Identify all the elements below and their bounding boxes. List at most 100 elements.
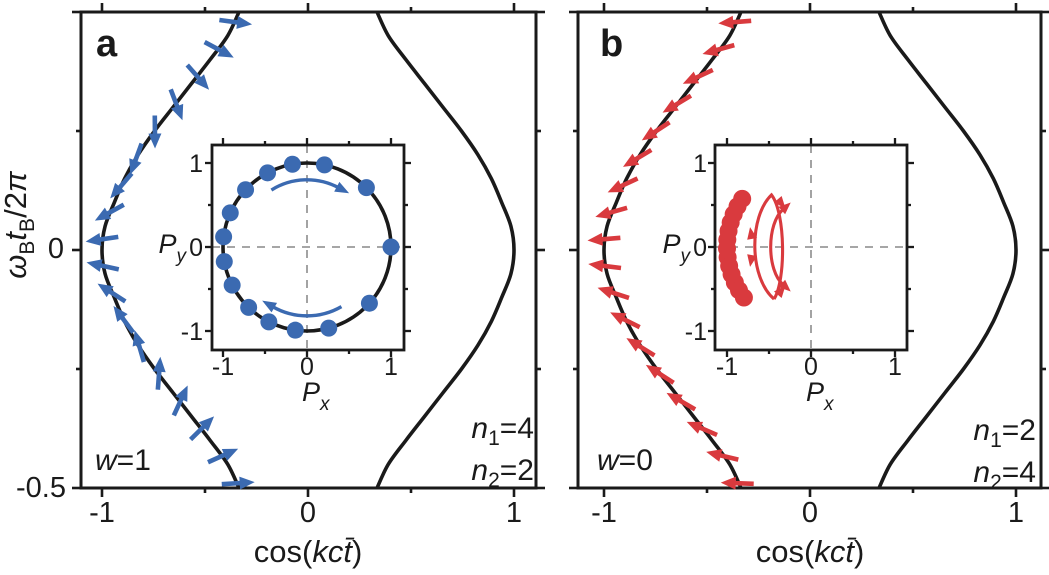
pseudospin-arrow-head <box>171 103 184 121</box>
x-title-kct-b: kct̄ <box>814 534 857 569</box>
pseudospin-arrow-shaft <box>717 452 739 462</box>
y-title-sub1: B <box>16 241 39 255</box>
pseudospin-arrow-head <box>152 356 166 373</box>
oscillation-arrow-head <box>747 227 758 240</box>
left-branch-curve <box>602 11 743 489</box>
pseudospin-dot <box>260 313 278 331</box>
pseudospin-dot <box>360 294 378 312</box>
n1-base-b: n <box>973 414 990 447</box>
x-title-kct: kct̄ <box>312 534 355 569</box>
pseudospin-arrow-shaft <box>692 67 714 81</box>
pseudospin-arrow-head <box>718 15 734 29</box>
n2-sub-a: 2 <box>488 469 500 492</box>
pseudospin-arrow-shaft <box>732 480 754 487</box>
py-base-b: P <box>662 229 680 259</box>
y-tick-neg0p5: -0.5 <box>16 472 66 504</box>
w-eq-a: =1 <box>117 444 151 477</box>
pseudospin-dot <box>221 204 239 222</box>
pseudospin-arrow-head <box>720 476 736 490</box>
inset-b-x-axis-title: Px <box>806 377 835 415</box>
pseudospin-arrow-head <box>595 206 612 219</box>
pseudospin-arrow-shaft <box>97 262 120 272</box>
pseudospin-arrow-head <box>129 158 142 175</box>
pseudospin-arrow-head <box>86 259 103 272</box>
pseudospin-dot <box>320 319 338 337</box>
inset-a-x-tick-0: 0 <box>300 353 314 381</box>
pseudospin-arrow-head <box>607 180 625 193</box>
pseudospin-arrow-shaft <box>599 235 621 242</box>
panel-b-letter: b <box>600 23 623 65</box>
w-eq-b: =0 <box>619 444 653 477</box>
rotation-arrow-arc <box>270 178 340 192</box>
pseudospin-arrow-head <box>706 449 723 462</box>
pseudospin-arrow-head <box>194 74 210 90</box>
panel-b-graphics <box>569 3 1049 497</box>
oscillation-arrow-head <box>778 279 791 292</box>
right-branch-curve <box>375 11 516 489</box>
y-title-t: t <box>0 231 33 241</box>
pseudospin-dot <box>357 179 375 197</box>
panel-a-n1-label: n1=4 <box>471 412 534 450</box>
panel-b-x-tick-neg1: -1 <box>591 497 617 529</box>
py-sub-b: y <box>679 246 692 267</box>
pseudospin-arrow-head <box>662 99 679 113</box>
y-title-frac: /2 <box>0 192 33 218</box>
panel-a-letter: a <box>96 23 118 65</box>
y-tick-0: 0 <box>48 233 64 265</box>
inset-b-y-tick-0: 0 <box>693 234 707 262</box>
inset-a-x-axis-title: Px <box>302 377 331 415</box>
pseudospin-arrow-shaft <box>606 205 628 216</box>
pseudospin-arrow-shaft <box>207 451 229 465</box>
inset-a-y-tick-1: 1 <box>189 150 203 178</box>
y-title-omega: ω <box>0 255 33 279</box>
pseudospin-dot <box>286 321 304 339</box>
pseudospin-arrow-head <box>702 43 719 57</box>
panel-box <box>79 10 538 490</box>
n2-base-a: n <box>471 454 488 487</box>
pseudospin-dot <box>382 238 400 256</box>
panel-a-x-tick-0: 0 <box>300 497 316 529</box>
pseudospin-arrow-shaft <box>617 176 639 190</box>
pseudospin-arrow-shaft <box>696 424 718 438</box>
n2-base-b: n <box>973 456 990 489</box>
pseudospin-arrow-shaft <box>97 234 119 243</box>
pseudospin-arrow-head <box>148 133 162 149</box>
pseudospin-arrow-head <box>588 259 604 273</box>
pseudospin-arrow-head <box>94 207 112 221</box>
panel-a-graphics <box>72 3 545 497</box>
x-title-prefix-b: cos( <box>756 534 815 569</box>
px-sub-a: x <box>319 394 331 415</box>
inset-a-y-axis-title: Py <box>158 229 187 267</box>
pseudospin-arrow-head <box>610 312 627 325</box>
panel-b-x-tick-0: 0 <box>802 497 818 529</box>
pseudospin-arrow-shaft <box>608 289 630 301</box>
pseudospin-arrow-shaft <box>219 17 241 26</box>
inset-b-x-tick-1: 1 <box>888 353 902 381</box>
pseudospin-arrow-shaft <box>671 93 693 109</box>
py-base-a: P <box>158 229 176 259</box>
inset-a-y-tick-0: 0 <box>189 234 203 262</box>
panel-a-winding-label: w=1 <box>95 444 151 477</box>
y-axis-title: ωBtB/2π <box>0 170 39 279</box>
pseudospin-arrow-shaft <box>118 314 136 334</box>
pseudospin-arrow-head <box>239 476 255 490</box>
oscillation-arrow-head <box>778 202 791 215</box>
w-var-a: w <box>95 444 119 477</box>
pseudospin-arrow-head <box>623 153 640 167</box>
pseudospin-arrow-shaft <box>675 396 697 412</box>
inset-a-y-tick-neg1: -1 <box>181 318 203 346</box>
pseudospin-arrow-shaft <box>599 263 622 271</box>
pseudospin-arrow-head <box>587 232 603 246</box>
pseudospin-dot <box>259 164 277 182</box>
pseudospin-arrow-shaft <box>203 40 225 54</box>
inset-b-y-tick-neg1: -1 <box>685 318 707 346</box>
px-sub-b: x <box>823 394 835 415</box>
x-title-suffix-b: ) <box>854 534 864 569</box>
px-base-b: P <box>806 377 824 407</box>
inset-a-x-tick-1: 1 <box>384 353 398 381</box>
pseudospin-arrow-head <box>666 392 683 406</box>
x-title-prefix: cos( <box>254 534 313 569</box>
pseudospin-dot <box>215 228 233 246</box>
